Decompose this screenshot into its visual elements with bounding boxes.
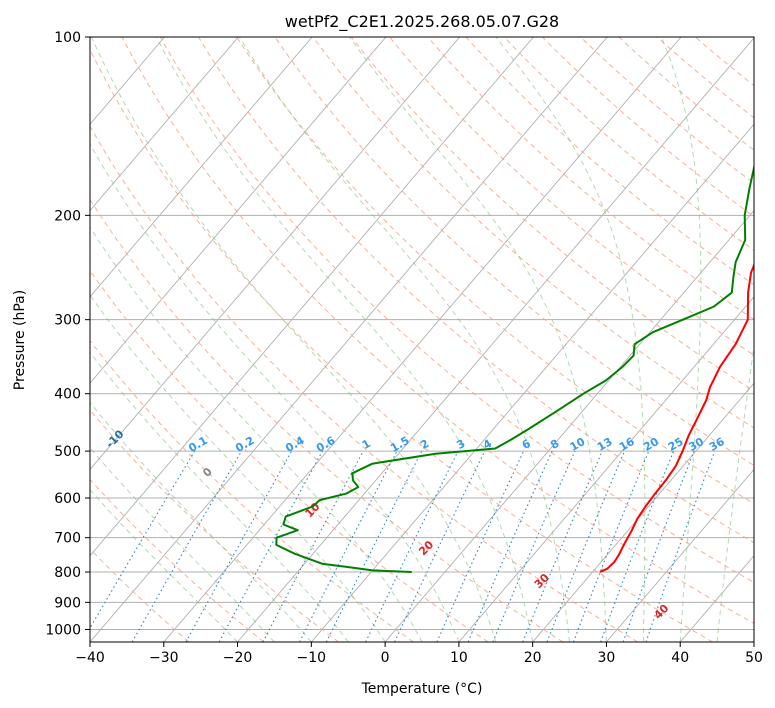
moist-adiabat-line	[91, 37, 497, 642]
isotherm-line	[606, 468, 754, 642]
mixing-ratio-line	[90, 450, 196, 630]
dry-adiabat-line	[90, 339, 414, 642]
x-tick-label: 30	[598, 650, 616, 666]
mixing-ratio-line	[522, 450, 603, 642]
x-tick-label: 20	[524, 650, 542, 666]
moist-adiabat-line	[239, 37, 571, 642]
moist-adiabat-line	[90, 447, 275, 642]
moist-adiabat-line	[90, 226, 423, 642]
mixing-ratio-line	[185, 450, 293, 642]
moist-adiabat-line	[660, 37, 702, 642]
mixing-ratio-line	[394, 450, 486, 642]
y-tick-label: 400	[54, 387, 81, 403]
profile-lines	[275, 163, 754, 573]
y-tick-label: 700	[54, 531, 81, 547]
dewpoint-profile-line	[275, 163, 754, 573]
isotherm-line	[90, 37, 461, 471]
moist-adiabat-line	[155, 37, 534, 642]
dry-adiabat-line	[90, 198, 564, 642]
mixing-ratio-line	[218, 450, 323, 642]
moist-adiabat-line	[716, 341, 754, 642]
isotherm-line	[90, 37, 313, 298]
chart-title: wetPf2_C2E1.2025.268.05.07.G28	[285, 12, 559, 32]
x-axis-label: Temperature (°C)	[361, 681, 483, 697]
y-tick-label: 900	[54, 595, 81, 611]
background-lines	[90, 37, 754, 642]
x-tick-label: −20	[223, 650, 253, 666]
moist-adiabat-line	[90, 351, 349, 642]
dry-adiabat-line	[121, 37, 754, 624]
x-tick-label: −10	[297, 650, 327, 666]
isotherm-line	[532, 382, 754, 642]
dry-adiabat-line	[90, 48, 713, 642]
y-tick-label: 800	[54, 565, 81, 581]
x-tick-label: 0	[381, 650, 390, 666]
mixing-ratio-line	[365, 450, 459, 642]
x-tick-label: −40	[75, 650, 105, 666]
dry-adiabat-line	[580, 37, 754, 184]
isotherm-line	[384, 209, 754, 642]
isotherm-line	[90, 37, 239, 212]
y-tick-label: 300	[54, 313, 81, 329]
x-tick-label: 10	[450, 650, 468, 666]
x-tick-label: 40	[671, 650, 689, 666]
x-tick-label: −30	[149, 650, 179, 666]
y-axis-label: Pressure (hPa)	[12, 290, 28, 390]
mixing-ratio-line	[467, 450, 553, 642]
axes: −40 −30 −20 −10 0 10 20 30 40 50 1000 900 800 700 600 5…	[45, 30, 763, 666]
y-tick-label: 500	[54, 444, 81, 460]
x-tick-label: 50	[745, 650, 763, 666]
mixing-ratio-line	[436, 450, 525, 642]
moist-adiabat-line	[90, 401, 312, 642]
y-tick-label: 600	[54, 491, 81, 507]
isotherm-line	[90, 37, 608, 642]
moist-adiabat-line	[348, 37, 607, 642]
moist-adiabat-line	[495, 37, 646, 642]
isotherm-line	[310, 123, 754, 642]
dry-adiabat-line	[618, 37, 754, 151]
y-tick-label: 1000	[45, 622, 81, 638]
isotherm-line	[90, 37, 387, 384]
dry-adiabat-line	[198, 37, 754, 544]
y-tick-label: 200	[54, 208, 81, 224]
mixing-ratio-line	[546, 450, 626, 642]
dry-adiabat-line	[159, 37, 754, 584]
temperature-profile-line	[599, 262, 754, 573]
y-tick-label: 100	[54, 30, 81, 46]
dry-adiabat-line	[389, 37, 754, 356]
isotherm-line	[458, 296, 754, 642]
plot-frame	[89, 36, 755, 643]
isotherm-line	[90, 37, 534, 557]
moist-adiabat-line	[90, 142, 460, 642]
moist-adiabat-line	[90, 294, 386, 642]
mixing-ratio-line	[131, 450, 243, 642]
dry-adiabat-line	[350, 37, 754, 392]
dry-adiabat-line	[90, 125, 639, 642]
isotherm-line	[163, 37, 682, 642]
isotherm-line	[237, 37, 754, 642]
